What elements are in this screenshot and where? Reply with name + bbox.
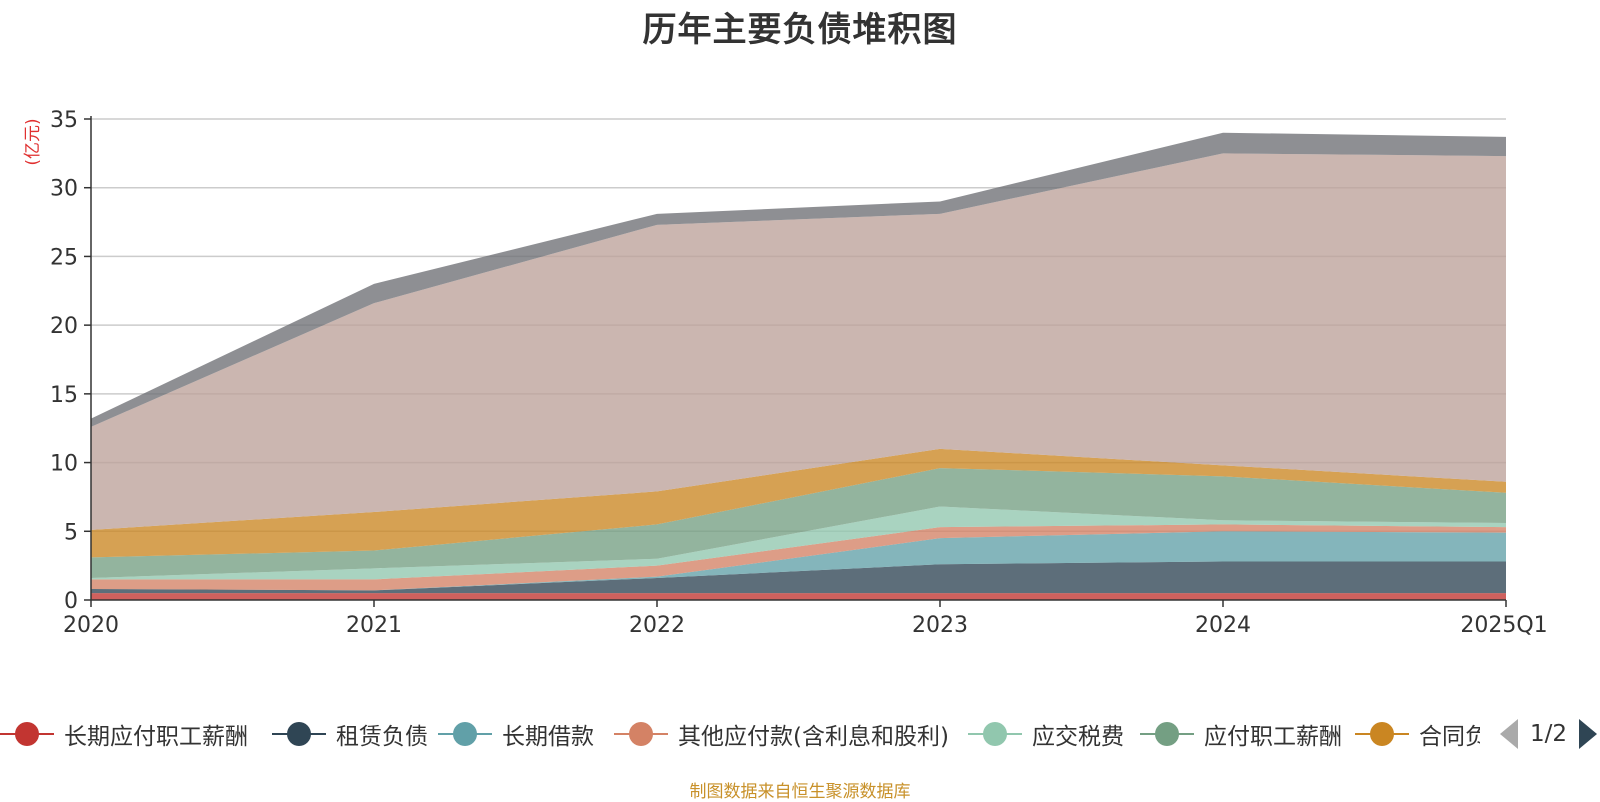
legend-label: 长期应付职工薪酬: [64, 724, 248, 750]
legend-marker-icon: [272, 712, 326, 756]
y-tick-label: 20: [50, 314, 78, 339]
legend-marker-icon: [1140, 712, 1194, 756]
y-tick-label: 10: [50, 452, 78, 477]
y-tick-label: 5: [64, 520, 78, 545]
legend-item[interactable]: 其他应付款(含利息和股利): [614, 712, 949, 756]
area-series-3: [91, 524, 1506, 591]
legend-item[interactable]: 应付职工薪酬: [1140, 712, 1342, 756]
y-tick-label: 15: [50, 383, 78, 408]
legend-marker-icon: [1355, 712, 1409, 756]
source-note: 制图数据来自恒生聚源数据库: [689, 782, 911, 802]
legend-item[interactable]: 合同负债: [1355, 712, 1480, 756]
y-tick-label: 30: [50, 177, 78, 202]
chart-title: 历年主要负债堆积图: [642, 10, 958, 50]
y-tick-label: 25: [50, 245, 78, 270]
legend-marker-icon: [0, 712, 54, 756]
legend-item[interactable]: 长期应付职工薪酬: [0, 712, 248, 756]
legend-pager: 1/2: [1500, 712, 1598, 756]
legend-item[interactable]: 长期借款: [438, 712, 594, 756]
area-series-4: [91, 506, 1506, 580]
legend-next-arrow-icon[interactable]: [1579, 719, 1598, 749]
x-tick-label: 2020: [63, 613, 119, 638]
x-tick-label: 2024: [1195, 613, 1251, 638]
legend-marker-icon: [438, 712, 492, 756]
area-series-2: [91, 531, 1506, 591]
area-series-6: [91, 448, 1506, 558]
area-series-1: [91, 561, 1506, 594]
legend-label: 应付职工薪酬: [1204, 724, 1342, 750]
x-tick-label: 2021: [346, 613, 402, 638]
x-tick-label: 2025Q1: [1460, 613, 1547, 638]
area-series-0: [91, 593, 1506, 600]
legend: 长期应付职工薪酬 租赁负债 长期借款 其他应付款(含利息和股利) 应交税费 应付职工薪酬 合…: [0, 712, 1600, 756]
y-tick-label: 35: [50, 108, 78, 133]
legend-label: 租赁负债: [336, 724, 428, 750]
legend-prev-arrow-icon[interactable]: [1500, 719, 1518, 749]
axes: 0 5 10 15 20 25 30 35 2020 2021 2022 2023 2024 2025Q1: [50, 108, 1548, 638]
legend-marker-icon: [614, 712, 668, 756]
legend-item[interactable]: 应交税费: [968, 712, 1124, 756]
legend-label: 长期借款: [502, 724, 594, 750]
x-tick-label: 2023: [912, 613, 968, 638]
stacked-areas: [91, 132, 1506, 600]
legend-label: 应交税费: [1032, 724, 1124, 750]
legend-items: 长期应付职工薪酬 租赁负债 长期借款 其他应付款(含利息和股利) 应交税费 应付职工薪酬 合…: [0, 712, 1480, 756]
area-series-7: [91, 153, 1506, 530]
legend-marker-icon: [968, 712, 1022, 756]
y-axis-unit-label: (亿元): [23, 118, 43, 165]
legend-label: 合同负债: [1419, 724, 1480, 750]
legend-page-indicator: 1/2: [1530, 721, 1568, 747]
legend-item[interactable]: 租赁负债: [272, 712, 428, 756]
x-tick-label: 2022: [629, 613, 685, 638]
legend-label: 其他应付款(含利息和股利): [678, 724, 949, 750]
y-tick-label: 0: [64, 589, 78, 614]
area-series-5: [91, 468, 1506, 579]
